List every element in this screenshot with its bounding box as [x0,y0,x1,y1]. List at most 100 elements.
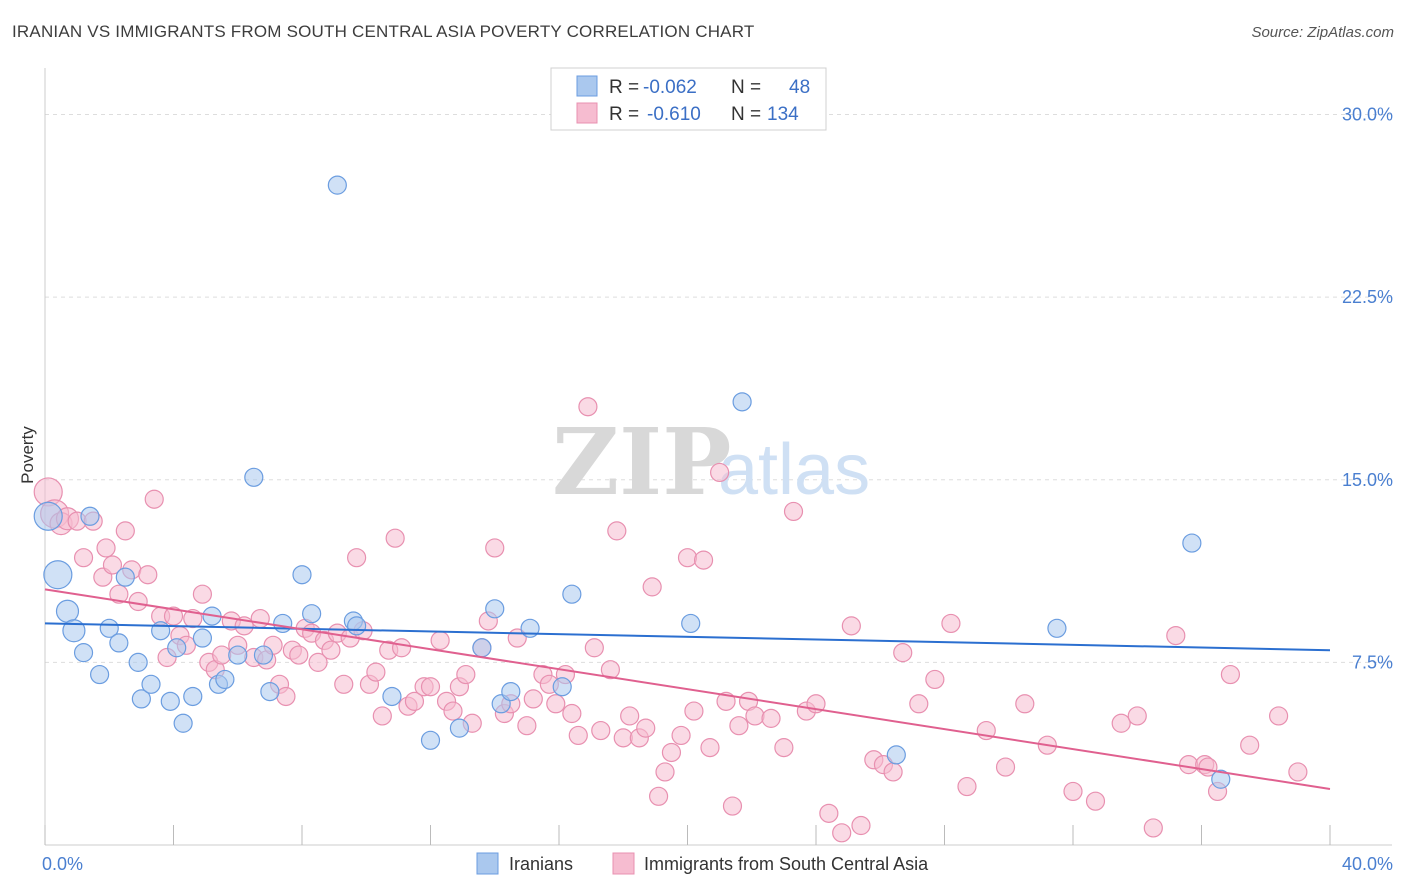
legend-r-value-1: -0.062 [643,77,697,98]
immigrant-point-94 [700,738,720,758]
immigrant-point-113 [893,643,913,663]
iranian-point-43 [732,392,752,412]
y-tick-label-0: 7.5% [1352,652,1393,672]
iranian-point-21 [215,669,235,690]
series-legend-swatch-immigrants [612,852,635,875]
iranian-point-27 [292,565,312,585]
immigrant-point-70 [523,689,543,709]
iranian-point-13 [151,621,171,641]
x-tick-label-1: 40.0% [1342,854,1393,874]
y-tick-label-2: 22.5% [1342,287,1393,307]
immigrant-point-78 [584,638,604,658]
y-tick-label-1: 15.0% [1342,470,1393,490]
immigrant-point-82 [613,728,633,748]
immigrant-point-51 [385,528,405,548]
immigrant-point-109 [851,815,871,836]
legend-r-value-2: -0.610 [647,104,701,125]
immigrant-point-126 [1143,818,1163,838]
immigrant-point-119 [995,757,1016,777]
immigrant-point-9 [102,555,123,575]
immigrant-point-48 [366,662,386,682]
iranian-point-41 [562,584,582,604]
immigrant-point-75 [562,703,582,724]
immigrant-point-116 [941,613,961,634]
immigrant-point-102 [774,738,794,758]
iranian-point-15 [167,638,187,658]
immigrant-point-112 [883,762,903,782]
series-legend-swatch-iranians [476,852,499,875]
iranian-point-44 [886,745,906,765]
watermark: ZIP atlas [552,408,870,516]
immigrant-point-76 [568,725,588,746]
iranian-point-38 [501,681,521,702]
iranian-point-6 [90,664,110,685]
immigrant-point-22 [192,584,213,604]
y-tick-label-3: 30.0% [1342,105,1393,125]
immigrant-point-117 [957,776,977,797]
series-legend-label-immigrants: Immigrants from South Central Asia [644,854,929,874]
immigrant-point-103 [783,501,804,522]
iranian-point-33 [420,730,441,750]
iranian-point-36 [485,599,505,619]
immigrant-point-120 [1015,694,1035,714]
immigrant-point-85 [636,718,656,738]
immigrant-point-52 [391,638,412,658]
legend-n-value-2: 134 [767,104,799,125]
immigrant-point-106 [819,803,839,823]
iranian-point-22 [228,645,248,665]
immigrant-point-34 [276,686,296,707]
iranian-point-47 [1211,769,1231,789]
iranian-point-32 [382,686,402,707]
iranian-point-12 [141,674,161,694]
immigrant-point-115 [925,669,945,690]
immigrant-point-69 [517,716,537,736]
data-points [33,175,1308,843]
immigrant-point-127 [1166,625,1186,646]
immigrant-point-134 [1288,762,1308,782]
immigrant-point-90 [671,725,691,746]
immigrant-point-81 [607,521,627,541]
immigrant-point-21 [183,608,203,629]
immigrant-point-5 [73,548,94,568]
iranian-point-11 [131,689,151,709]
iranian-point-25 [260,681,280,702]
immigrant-point-93 [693,550,714,570]
immigrant-point-11 [115,521,135,541]
immigrant-point-98 [729,716,749,736]
y-axis-label: Poverty [18,426,37,484]
immigrant-point-131 [1220,664,1241,685]
iranian-point-17 [183,686,203,707]
immigrant-point-107 [832,823,852,843]
iranian-point-42 [681,613,701,634]
legend-n-label-1: N = [731,77,761,98]
immigrant-point-14 [138,565,158,585]
iranian-point-4 [73,643,94,663]
immigrant-point-128 [1179,755,1199,775]
iranian-point-5 [80,506,100,526]
immigrant-point-54 [404,691,425,711]
chart-title: IRANIAN VS IMMIGRANTS FROM SOUTH CENTRAL… [12,22,755,41]
immigrant-point-13 [128,591,148,612]
immigrant-point-30 [250,608,270,629]
trend-line-immigrants [44,588,1331,790]
iranian-point-1 [43,560,73,590]
immigrant-point-97 [722,796,743,816]
immigrant-point-101 [761,708,781,728]
immigrant-point-86 [642,577,662,597]
legend-swatch-blue [576,75,598,97]
immigrant-point-114 [909,694,929,714]
iranian-point-31 [347,616,367,636]
immigrant-point-88 [655,762,675,782]
legend-r-label-1: R = [609,77,639,98]
immigrant-point-36 [289,645,309,665]
immigrant-point-73 [546,694,566,714]
iranian-point-46 [1182,533,1202,553]
source-label: Source: ZipAtlas.com [1251,24,1394,41]
immigrant-point-15 [144,489,164,509]
iranian-point-0 [33,501,63,531]
immigrant-point-61 [456,664,476,685]
iranian-point-34 [449,718,470,738]
axes [44,68,1392,846]
iranian-point-8 [109,633,129,653]
